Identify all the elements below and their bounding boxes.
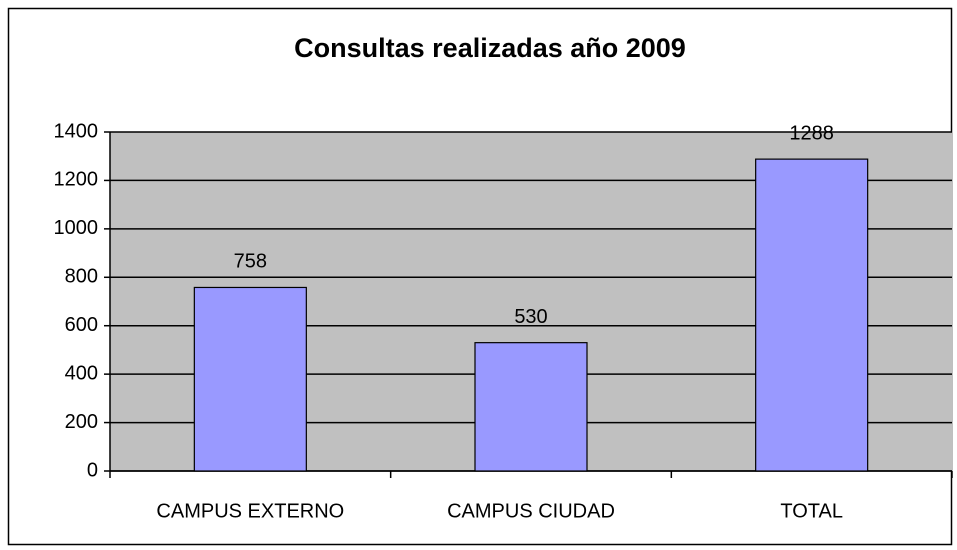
x-tick-label: CAMPUS EXTERNO (156, 500, 344, 522)
chart-title: Consultas realizadas año 2009 (294, 33, 686, 63)
y-tick-label: 1000 (54, 217, 99, 239)
y-tick-label: 800 (65, 266, 98, 288)
data-label: 1288 (789, 122, 834, 144)
x-tick-label: CAMPUS CIUDAD (447, 500, 615, 522)
bar (755, 158, 869, 472)
bar (193, 286, 307, 472)
data-label: 758 (234, 251, 267, 273)
x-tick-label: TOTAL (780, 500, 843, 522)
bar (474, 342, 588, 472)
y-tick-label: 600 (65, 314, 98, 336)
y-tick-label: 400 (65, 362, 98, 384)
y-tick-label: 1400 (54, 120, 99, 142)
data-label: 530 (514, 306, 547, 328)
y-tick-label: 1200 (54, 169, 99, 191)
y-tick-label: 200 (65, 411, 98, 433)
y-tick-label: 0 (87, 459, 98, 481)
